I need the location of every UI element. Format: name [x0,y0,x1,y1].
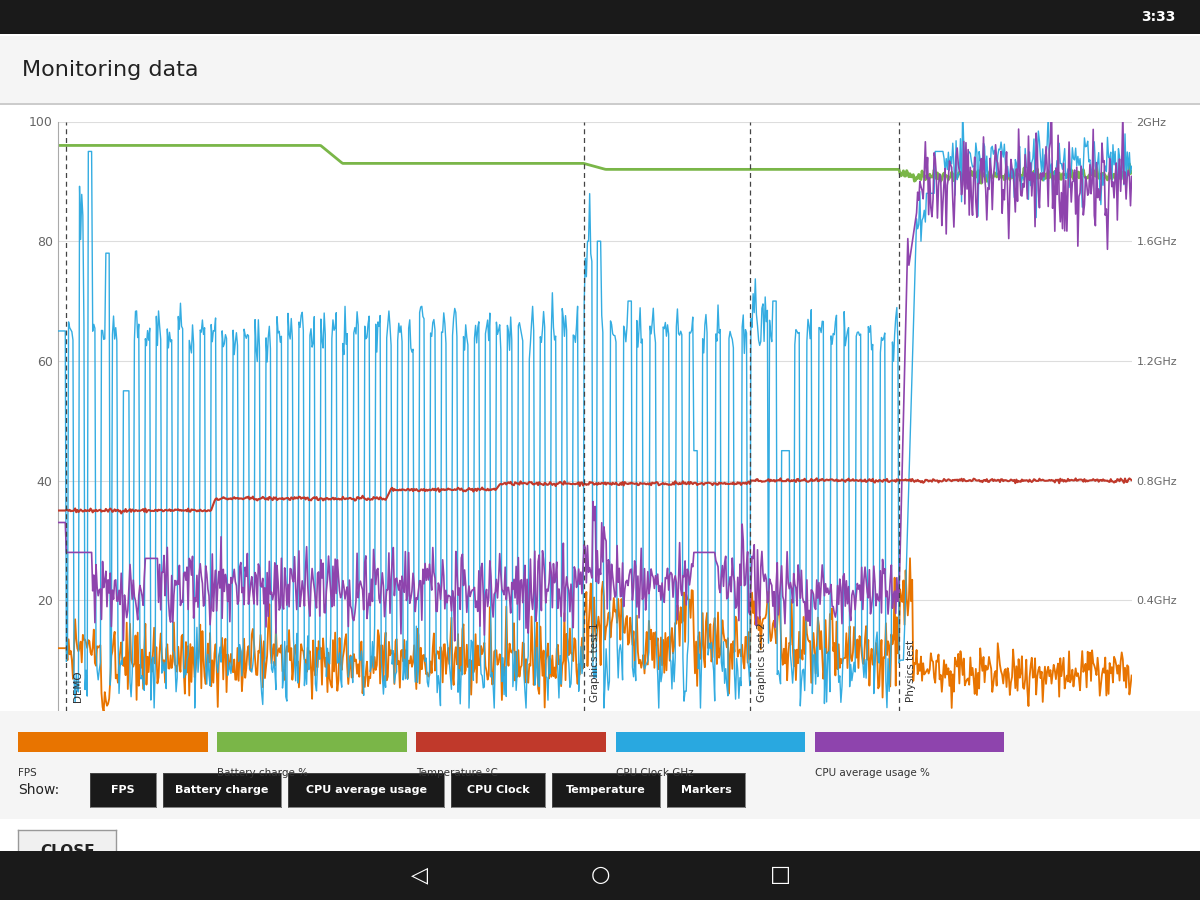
Text: DEMO: DEMO [73,670,83,702]
Text: Battery charge %: Battery charge % [217,768,308,778]
Text: Battery charge: Battery charge [175,785,269,795]
Text: ◁: ◁ [412,865,428,886]
Text: Show:: Show: [18,783,59,796]
Text: Markers: Markers [680,785,732,795]
Text: FPS: FPS [18,768,37,778]
Text: Graphics test 1: Graphics test 1 [590,623,600,702]
Text: CPU average usage: CPU average usage [306,785,426,795]
Text: CPU Clock: CPU Clock [467,785,529,795]
Text: CLOSE: CLOSE [40,844,95,859]
Text: FPS: FPS [112,785,134,795]
Text: Graphics test 2: Graphics test 2 [757,623,767,702]
Text: Temperature °C: Temperature °C [416,768,498,778]
Text: Physics test: Physics test [906,640,916,702]
Text: □: □ [769,865,791,886]
Text: Monitoring data: Monitoring data [22,59,198,80]
Text: Temperature: Temperature [566,785,646,795]
Text: CPU average usage %: CPU average usage % [815,768,930,778]
Text: CPU Clock GHz: CPU Clock GHz [616,768,694,778]
Text: 3:33: 3:33 [1141,10,1176,24]
Text: ○: ○ [590,865,610,886]
